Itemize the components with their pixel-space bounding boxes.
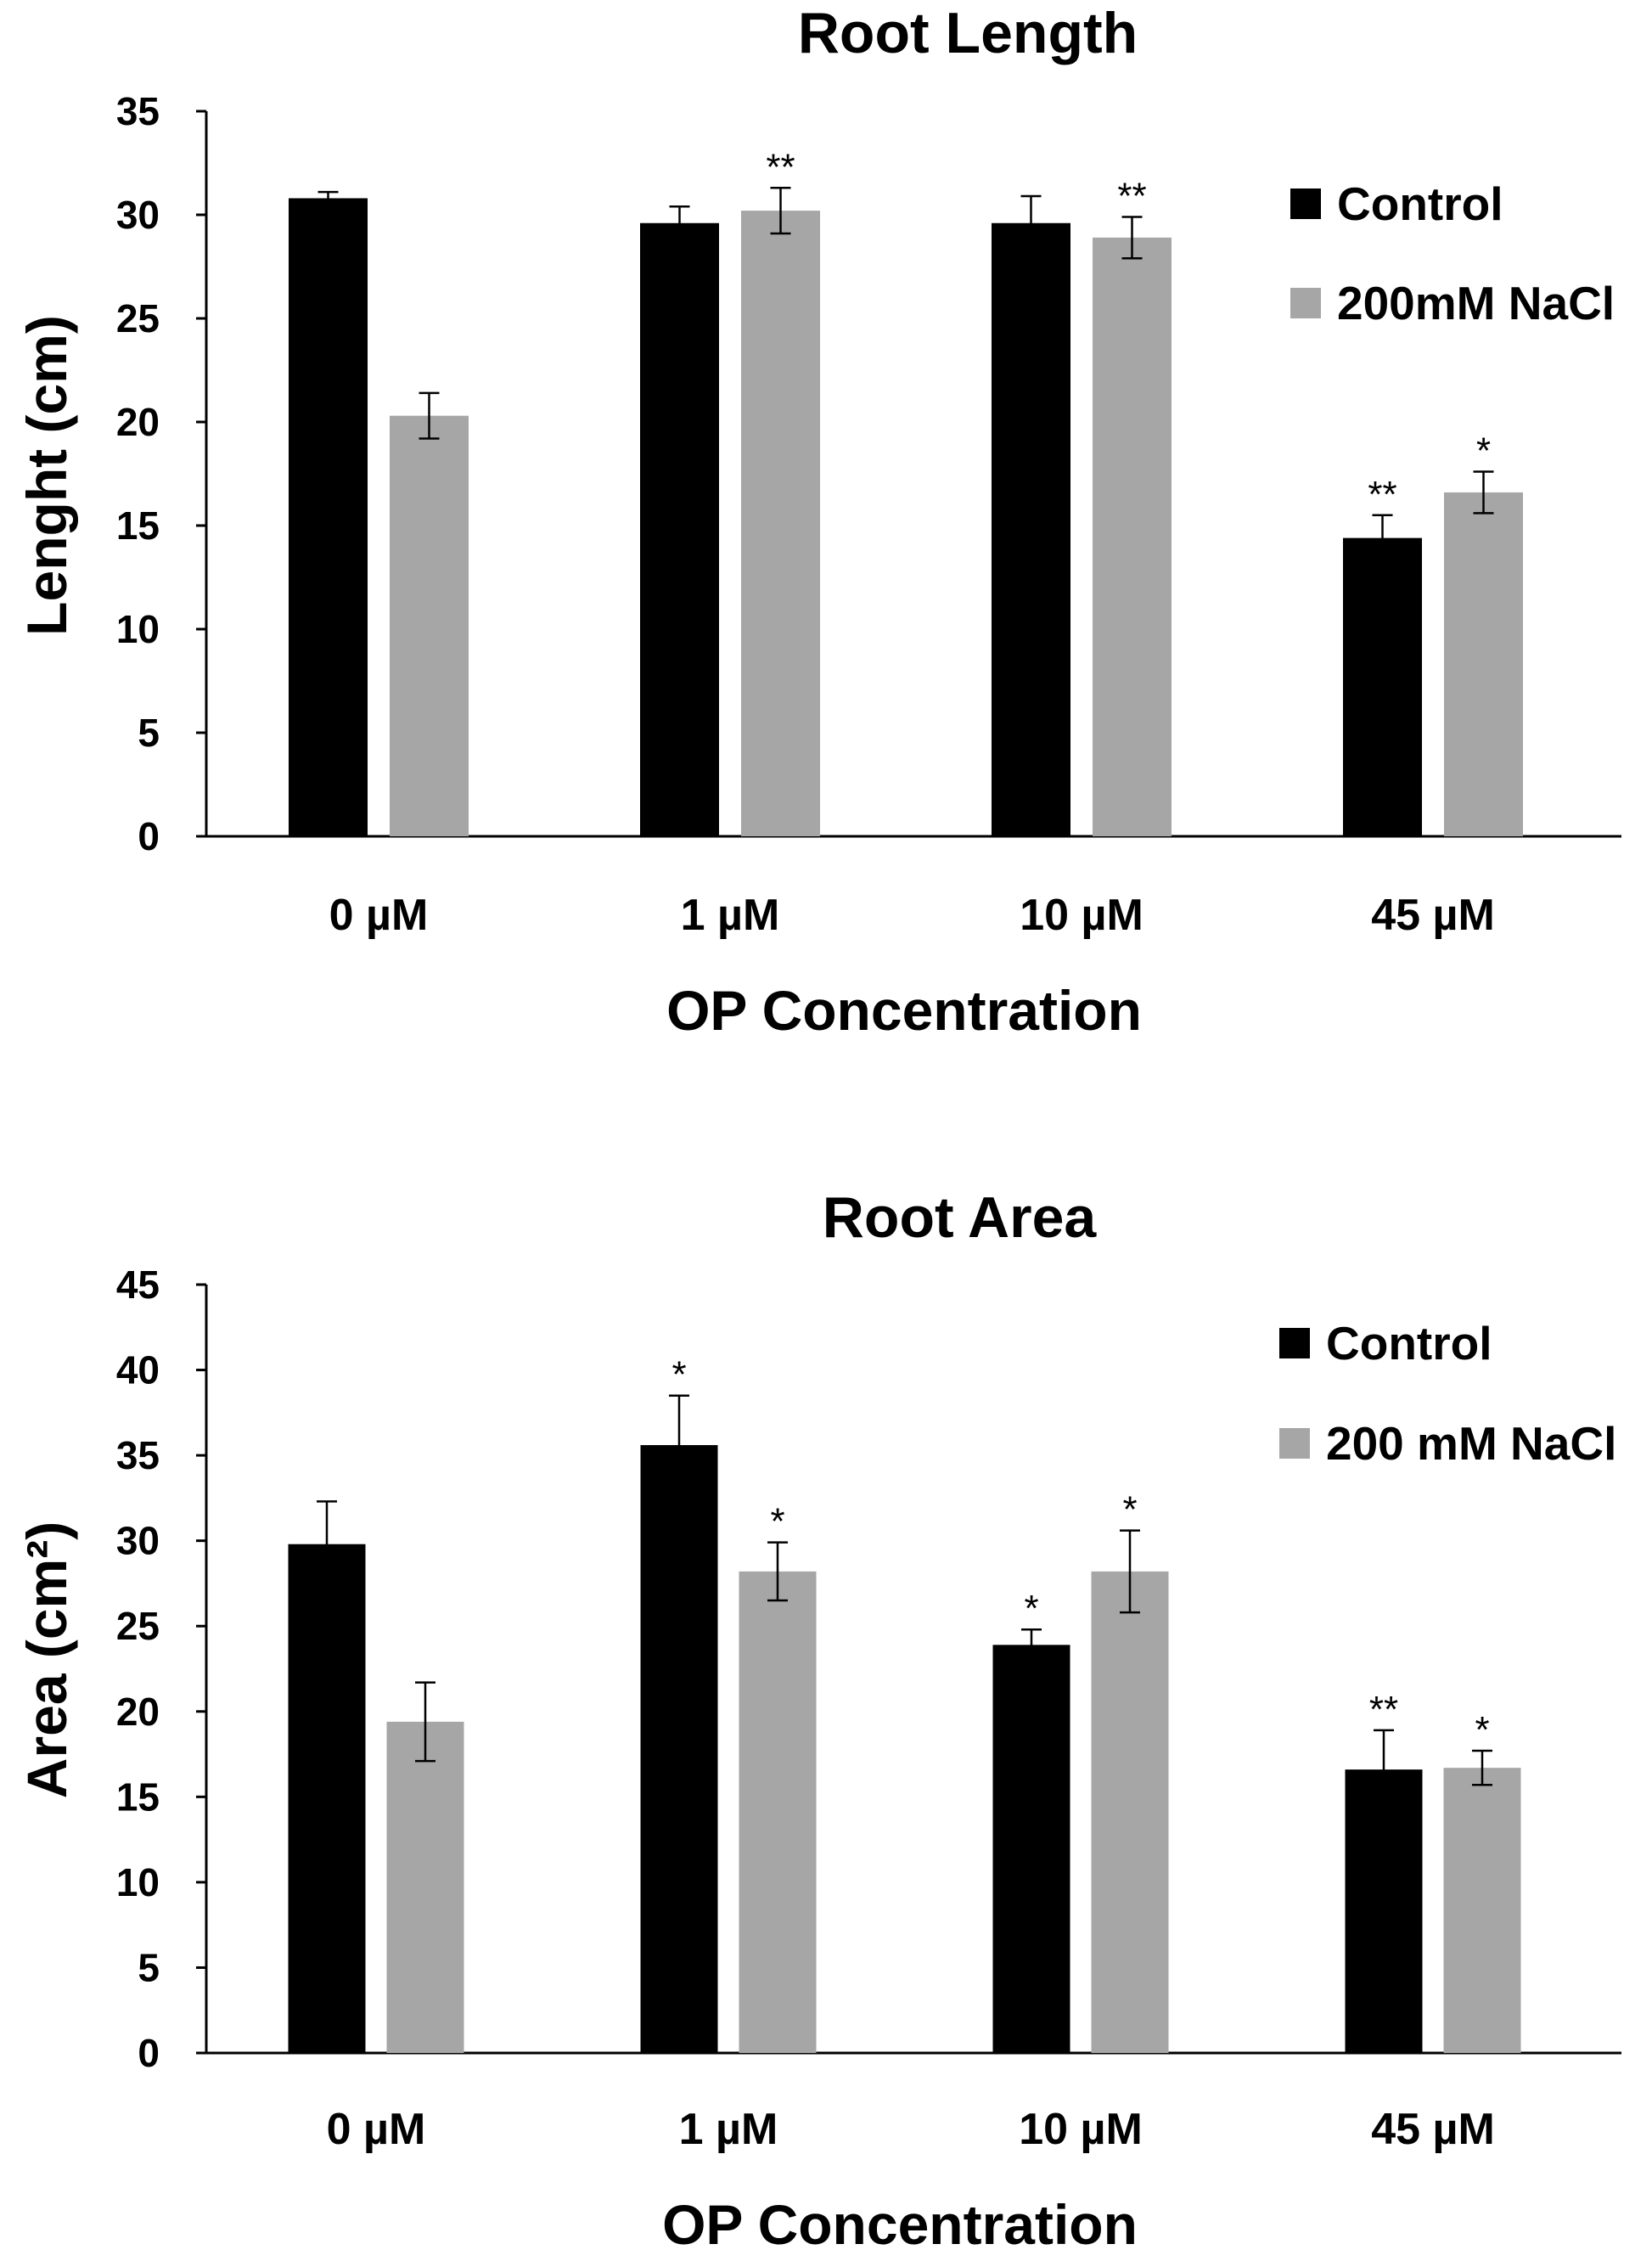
y-axis-label: Area (cm²) [15, 1521, 78, 1798]
x-tick-label: 45 µM [1371, 891, 1495, 940]
legend-label: Control [1326, 1317, 1492, 1370]
y-tick-label: 10 [116, 1860, 160, 1904]
root-area-chart: Root Area Area (cm²) OP Concentration 0 5… [15, 1185, 1621, 2256]
x-tick-label: 0 µM [327, 2105, 426, 2154]
x-axis-label: OP Concentration [666, 979, 1142, 1042]
legend: Control 200mM NaCl [1290, 177, 1615, 329]
y-tick-label: 20 [116, 400, 160, 444]
bar [1444, 492, 1523, 836]
bar [992, 1645, 1070, 2053]
x-tick-label: 1 µM [681, 891, 780, 940]
y-tick-label: 10 [116, 607, 160, 651]
bar [640, 1445, 718, 2053]
x-tick-label: 10 µM [1019, 2105, 1143, 2154]
bar [640, 222, 719, 836]
bar [390, 415, 469, 836]
y-tick-label: 0 [138, 2031, 160, 2075]
y-ticks: 0 5 10 15 20 25 30 35 40 45 [116, 1263, 206, 2075]
bar [386, 1721, 464, 2053]
legend-swatch [1279, 1428, 1310, 1459]
x-tick-label: 0 µM [329, 891, 429, 940]
x-tick-label: 1 µM [679, 2105, 778, 2154]
y-axis-label: Lenght (cm) [15, 315, 78, 636]
y-tick-label: 5 [138, 711, 160, 755]
x-tick-label: 10 µM [1020, 891, 1143, 940]
significance-label: ** [766, 146, 795, 188]
significance-label: * [1024, 1588, 1038, 1629]
bar [741, 211, 820, 836]
legend-label: 200 mM NaCl [1326, 1417, 1616, 1470]
x-axis-label: OP Concentration [662, 2193, 1138, 2256]
y-tick-label: 40 [116, 1348, 160, 1392]
bar [1345, 1769, 1423, 2053]
bar [289, 198, 368, 837]
x-ticks: 0 µM 1 µM 10 µM 45 µM [329, 891, 1495, 940]
root-length-chart: Root Length Lenght (cm) OP Concentration… [15, 1, 1621, 1042]
y-tick-label: 15 [116, 1774, 160, 1819]
chart-title: Root Area [823, 1185, 1098, 1250]
y-tick-label: 30 [116, 1519, 160, 1563]
bar [1093, 237, 1172, 837]
legend-swatch [1279, 1328, 1310, 1358]
bars: ******* [288, 1354, 1521, 2053]
legend-label: 200mM NaCl [1337, 277, 1615, 329]
bars: ******* [289, 146, 1523, 837]
legend-swatch [1290, 188, 1321, 219]
bar [1443, 1768, 1521, 2053]
y-tick-label: 30 [116, 193, 160, 237]
bar [1343, 537, 1422, 836]
significance-label: * [1122, 1489, 1137, 1531]
y-tick-label: 5 [138, 1945, 160, 1989]
y-tick-label: 25 [116, 296, 160, 340]
significance-label: * [770, 1501, 784, 1543]
y-tick-label: 15 [116, 503, 160, 548]
y-tick-label: 20 [116, 1690, 160, 1734]
x-ticks: 0 µM 1 µM 10 µM 45 µM [327, 2105, 1495, 2154]
significance-label: * [671, 1354, 686, 1396]
chart-title: Root Length [798, 1, 1138, 65]
significance-label: ** [1369, 1689, 1398, 1730]
x-tick-label: 45 µM [1371, 2105, 1495, 2154]
significance-label: * [1475, 1709, 1489, 1751]
bar [992, 222, 1070, 836]
legend-swatch [1290, 288, 1321, 318]
y-tick-label: 35 [116, 89, 160, 133]
bar [288, 1544, 366, 2053]
y-ticks: 0 5 10 15 20 25 30 35 [116, 89, 206, 858]
significance-label: ** [1368, 474, 1396, 515]
y-tick-label: 35 [116, 1433, 160, 1477]
y-tick-label: 25 [116, 1604, 160, 1648]
y-tick-label: 45 [116, 1263, 160, 1307]
legend-label: Control [1337, 177, 1503, 230]
y-tick-label: 0 [138, 814, 160, 858]
bar [739, 1571, 817, 2053]
significance-label: ** [1117, 175, 1146, 217]
bar [1091, 1571, 1169, 2053]
legend: Control 200 mM NaCl [1279, 1317, 1616, 1470]
significance-label: * [1476, 430, 1491, 472]
